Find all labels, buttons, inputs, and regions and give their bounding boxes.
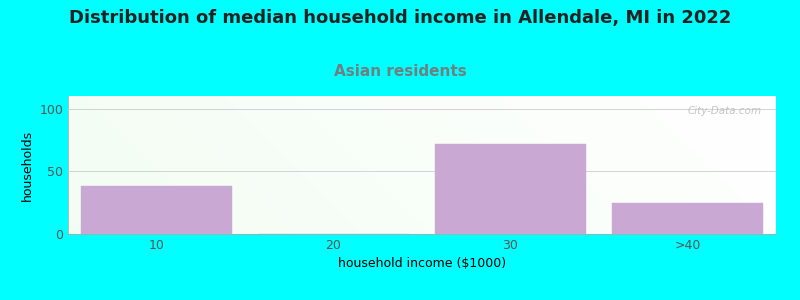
Text: City-Data.com: City-Data.com (688, 106, 762, 116)
Bar (612, 202, 762, 234)
Y-axis label: households: households (21, 129, 34, 201)
X-axis label: household income ($1000): household income ($1000) (338, 257, 506, 270)
Text: Asian residents: Asian residents (334, 64, 466, 80)
Bar (82, 186, 232, 234)
Bar (435, 144, 586, 234)
Text: Distribution of median household income in Allendale, MI in 2022: Distribution of median household income … (69, 9, 731, 27)
